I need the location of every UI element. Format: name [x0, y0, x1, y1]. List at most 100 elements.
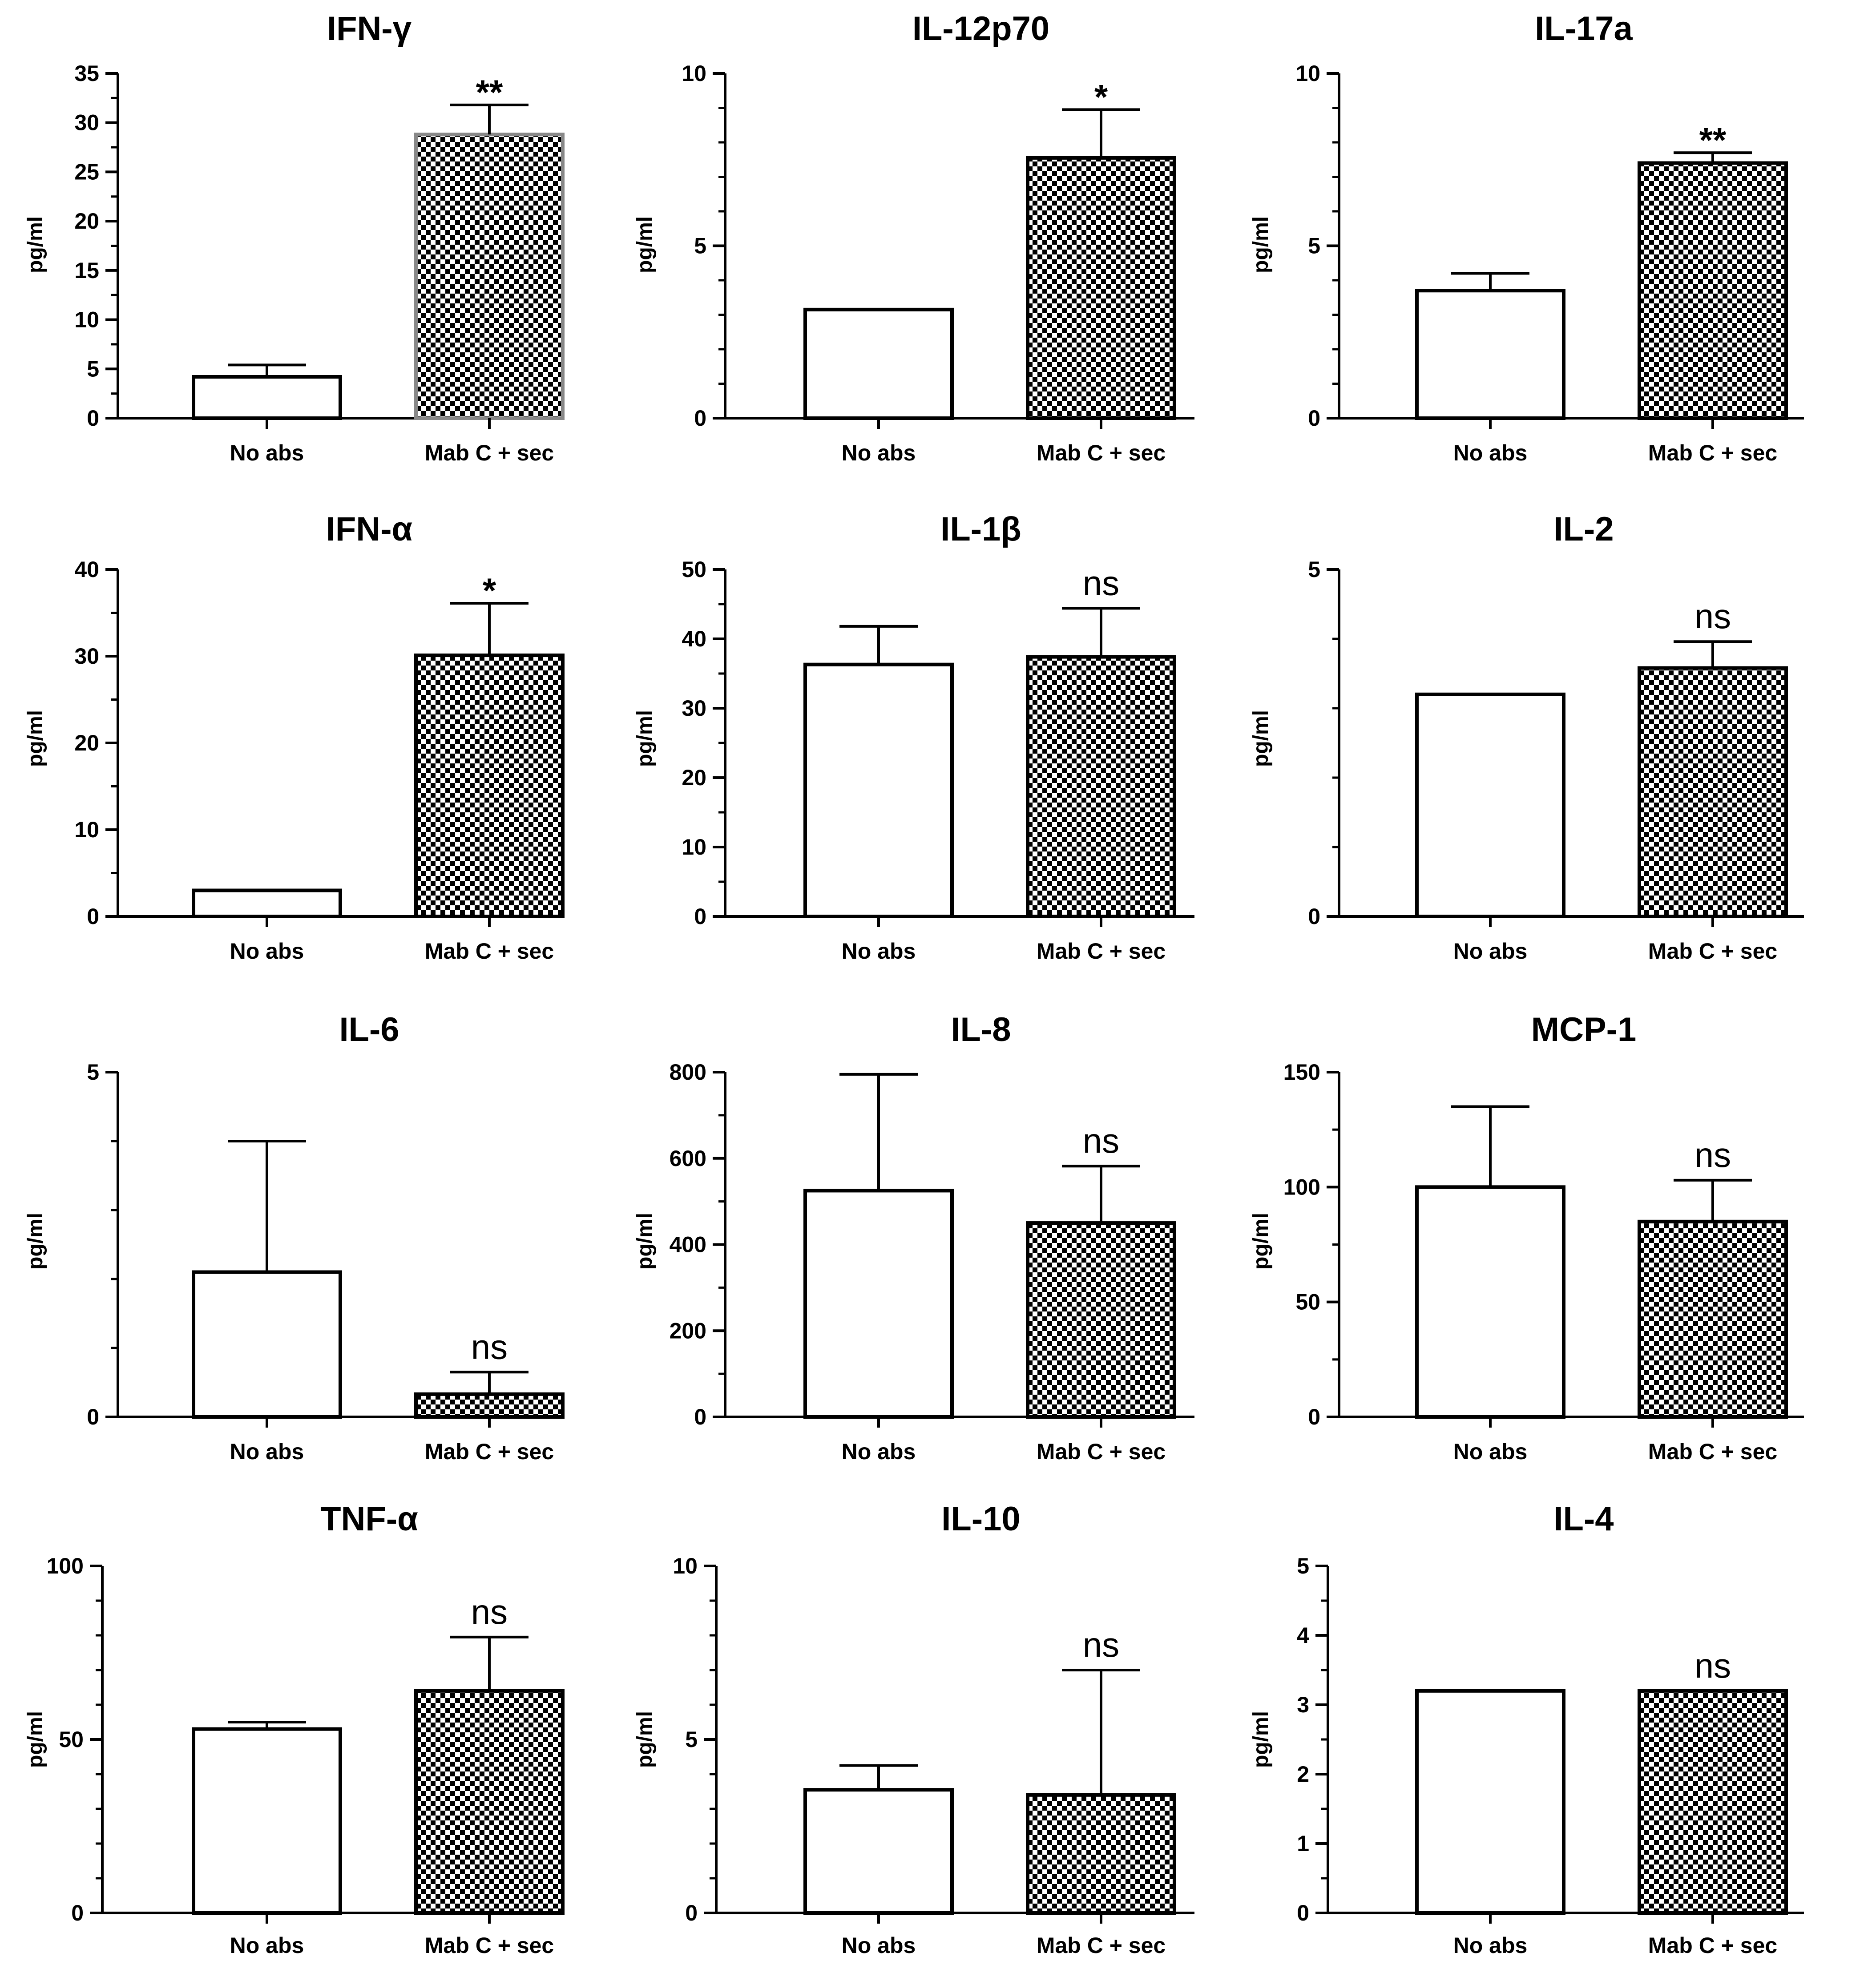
chart-panel-11: IL-10 pg/ml 0 5 10 No abs Mab C + sec ns — [633, 1500, 1194, 1958]
y-tick-label: 15 — [74, 258, 99, 283]
y-tick-label: 50 — [1295, 1290, 1320, 1315]
category-label: Mab C + sec — [425, 1933, 554, 1958]
bar-no-abs — [1415, 1185, 1565, 1419]
y-tick-label: 30 — [682, 696, 706, 721]
panel-title: IL-1β — [940, 510, 1021, 548]
bar-mab-c-sec — [1638, 161, 1788, 420]
y-tick-label: 0 — [1308, 406, 1320, 431]
category-label: No abs — [1453, 440, 1528, 465]
category-label: No abs — [1453, 1933, 1528, 1958]
y-tick-label: 10 — [74, 307, 99, 332]
y-tick-label: 100 — [47, 1553, 84, 1578]
bar-mab-c-sec — [1026, 1793, 1176, 1915]
category-label: Mab C + sec — [1037, 1439, 1166, 1464]
category-label: Mab C + sec — [1648, 939, 1777, 964]
y-tick-label: 5 — [685, 1727, 698, 1752]
category-label: No abs — [1453, 1439, 1528, 1464]
category-label: Mab C + sec — [425, 939, 554, 964]
category-label: No abs — [230, 1439, 304, 1464]
category-label: Mab C + sec — [425, 1439, 554, 1464]
panel-title: IL-2 — [1553, 510, 1614, 548]
bar-no-abs — [803, 307, 954, 420]
bar-mab-c-sec — [1638, 666, 1788, 918]
y-axis-label: pg/ml — [24, 1213, 47, 1270]
category-label: Mab C + sec — [1648, 440, 1777, 465]
y-tick-label: 600 — [670, 1146, 706, 1171]
y-tick-label: 100 — [1283, 1174, 1320, 1199]
category-label: Mab C + sec — [425, 440, 554, 465]
bar-no-abs — [192, 1270, 342, 1419]
panel-title: IFN-γ — [327, 10, 412, 48]
y-tick-label: 20 — [74, 209, 99, 234]
y-tick-label: 200 — [670, 1318, 706, 1343]
significance-label: ns — [1083, 563, 1119, 602]
bar-mab-c-sec — [414, 133, 565, 420]
panel-title: IL-4 — [1553, 1500, 1614, 1538]
y-axis-label: pg/ml — [1249, 216, 1273, 273]
y-tick-label: 2 — [1297, 1762, 1309, 1787]
y-tick-label: 10 — [682, 61, 706, 86]
panel-title: IL-10 — [941, 1500, 1020, 1538]
y-tick-label: 35 — [74, 61, 99, 86]
y-tick-label: 10 — [682, 835, 706, 859]
significance-label: ns — [1694, 597, 1731, 636]
category-label: Mab C + sec — [1037, 939, 1166, 964]
chart-panel-2: IL-12p70 pg/ml 0 5 10 No abs Mab C + sec * — [633, 10, 1194, 465]
category-label: Mab C + sec — [1037, 1933, 1166, 1958]
panel-title: IL-12p70 — [912, 10, 1049, 48]
significance-label: ns — [1083, 1625, 1119, 1664]
chart-panel-6: IL-2 pg/ml 0 5 No abs Mab C + sec ns — [1249, 510, 1804, 964]
y-tick-label: 0 — [694, 406, 706, 431]
y-tick-label: 5 — [694, 234, 706, 258]
bar-mab-c-sec — [1638, 1219, 1788, 1419]
significance-label: ns — [471, 1592, 508, 1631]
y-axis-label: pg/ml — [24, 1711, 47, 1768]
significance-label: ns — [1083, 1121, 1119, 1160]
panel-title: MCP-1 — [1531, 1011, 1636, 1049]
bar-no-abs — [803, 662, 954, 918]
category-label: No abs — [842, 440, 916, 465]
category-label: No abs — [842, 939, 916, 964]
y-tick-label: 3 — [1297, 1692, 1309, 1717]
y-tick-label: 0 — [71, 1900, 84, 1925]
y-tick-label: 0 — [694, 904, 706, 929]
y-tick-label: 0 — [694, 1404, 706, 1429]
panel-title: IL-8 — [951, 1011, 1011, 1049]
y-tick-label: 0 — [1308, 1404, 1320, 1429]
y-axis-label: pg/ml — [633, 710, 657, 767]
significance-label: ns — [1694, 1646, 1731, 1685]
bar-no-abs — [1415, 692, 1565, 919]
y-tick-label: 0 — [1297, 1900, 1309, 1925]
category-label: No abs — [230, 1933, 304, 1958]
y-tick-label: 50 — [682, 557, 706, 582]
bar-mab-c-sec — [1026, 156, 1176, 420]
y-tick-label: 5 — [1308, 234, 1320, 258]
category-label: No abs — [230, 939, 304, 964]
y-tick-label: 0 — [87, 1404, 99, 1429]
chart-panel-12: IL-4 pg/ml 0 1 2 3 4 5 No abs Mab C + sec ns — [1249, 1500, 1804, 1958]
bar-no-abs — [192, 888, 342, 918]
y-tick-label: 0 — [1308, 904, 1320, 929]
chart-panel-8: IL-8 pg/ml 0 200 400 600 800 No abs Mab C + sec n… — [633, 1011, 1194, 1464]
y-tick-label: 1 — [1297, 1831, 1309, 1856]
category-label: Mab C + sec — [1648, 1439, 1777, 1464]
y-tick-label: 40 — [682, 626, 706, 651]
y-tick-label: 800 — [670, 1060, 706, 1085]
y-tick-label: 0 — [685, 1900, 698, 1925]
panel-title: IFN-α — [326, 510, 412, 548]
y-tick-label: 5 — [87, 356, 99, 381]
y-axis-label: pg/ml — [1249, 1711, 1273, 1768]
bar-no-abs — [192, 375, 342, 420]
y-tick-label: 20 — [682, 765, 706, 790]
bar-mab-c-sec — [1026, 1221, 1176, 1419]
category-label: No abs — [1453, 939, 1528, 964]
significance-label: ** — [1699, 120, 1727, 159]
chart-panel-5: IL-1β pg/ml 0 10 20 30 40 50 No abs Mab C + sec ns — [633, 510, 1194, 964]
y-axis-label: pg/ml — [1249, 710, 1273, 767]
y-tick-label: 10 — [1295, 61, 1320, 86]
y-axis-label: pg/ml — [633, 216, 657, 273]
category-label: No abs — [842, 1439, 916, 1464]
y-tick-label: 0 — [87, 904, 99, 929]
y-axis-label: pg/ml — [633, 1213, 657, 1270]
